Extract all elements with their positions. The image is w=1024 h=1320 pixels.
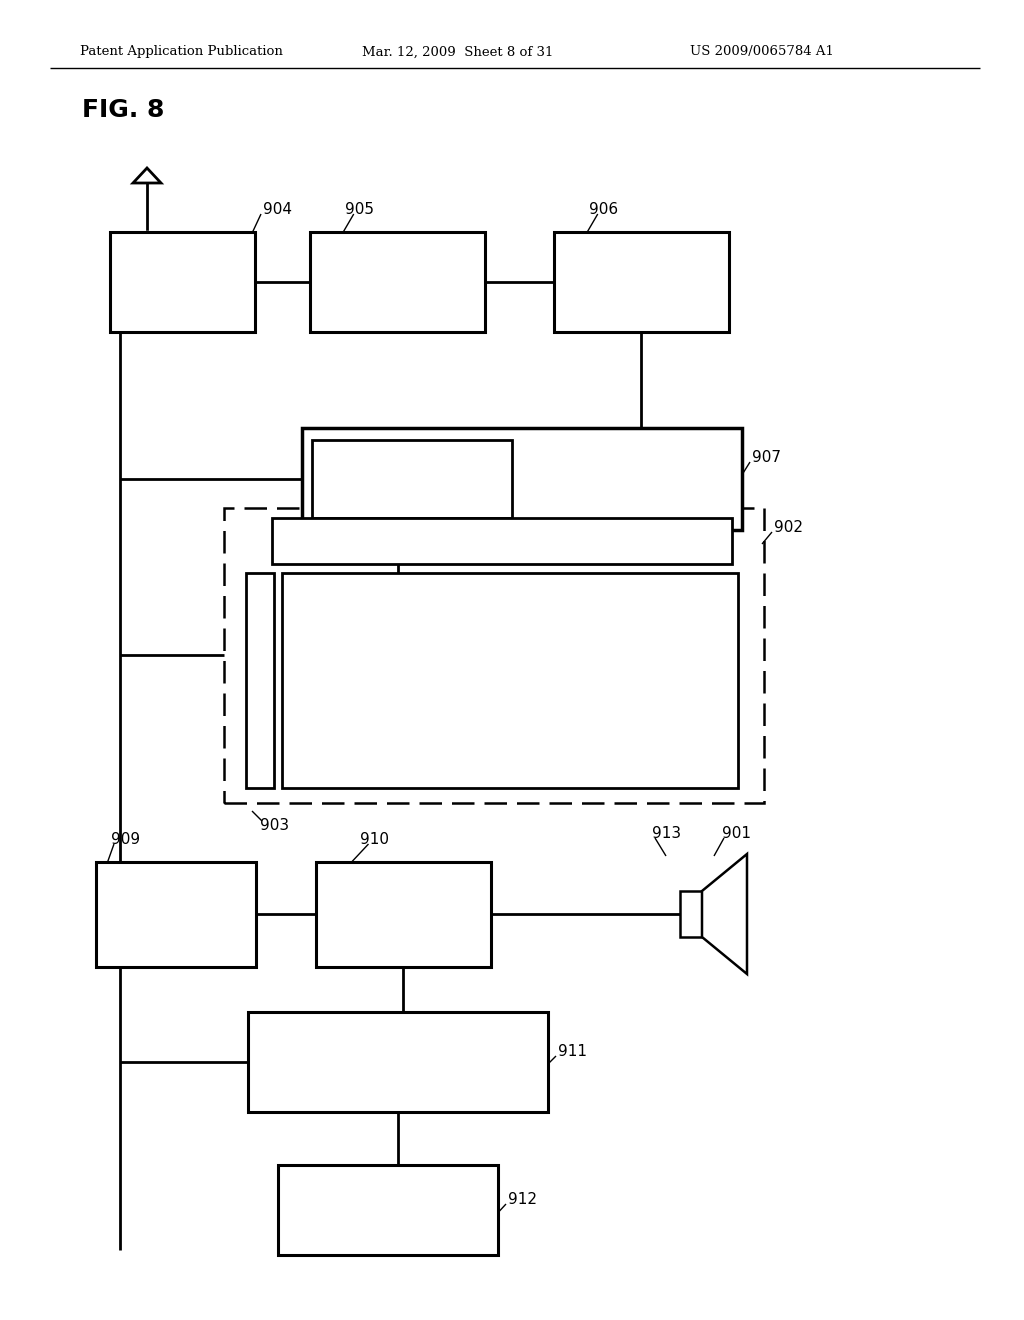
Text: 903: 903 bbox=[260, 817, 289, 833]
Text: 906: 906 bbox=[589, 202, 618, 218]
Bar bbox=[246, 573, 274, 788]
Text: 908: 908 bbox=[482, 539, 511, 553]
Bar bbox=[272, 517, 732, 564]
Bar bbox=[312, 440, 512, 517]
Text: FIG. 8: FIG. 8 bbox=[82, 98, 165, 121]
Text: 902: 902 bbox=[774, 520, 803, 536]
Bar bbox=[248, 1012, 548, 1111]
Text: 910: 910 bbox=[359, 833, 389, 847]
Text: 904: 904 bbox=[263, 202, 292, 218]
Bar bbox=[224, 508, 764, 803]
Text: 905: 905 bbox=[345, 202, 374, 218]
Bar bbox=[316, 862, 490, 968]
Polygon shape bbox=[133, 168, 161, 183]
Bar bbox=[310, 232, 485, 333]
Text: US 2009/0065784 A1: US 2009/0065784 A1 bbox=[690, 45, 834, 58]
Text: 913: 913 bbox=[652, 826, 681, 842]
Bar bbox=[110, 232, 255, 333]
Text: 912: 912 bbox=[508, 1192, 537, 1208]
Bar bbox=[554, 232, 729, 333]
Text: Patent Application Publication: Patent Application Publication bbox=[80, 45, 283, 58]
Bar bbox=[278, 1166, 498, 1255]
Text: 901: 901 bbox=[722, 826, 751, 842]
Bar bbox=[96, 862, 256, 968]
Text: 909: 909 bbox=[111, 833, 140, 847]
Bar bbox=[282, 573, 738, 788]
Bar bbox=[302, 428, 742, 531]
Text: Mar. 12, 2009  Sheet 8 of 31: Mar. 12, 2009 Sheet 8 of 31 bbox=[362, 45, 553, 58]
Bar bbox=[680, 891, 702, 937]
Polygon shape bbox=[702, 854, 746, 974]
Text: 911: 911 bbox=[558, 1044, 587, 1060]
Text: 907: 907 bbox=[752, 450, 781, 466]
